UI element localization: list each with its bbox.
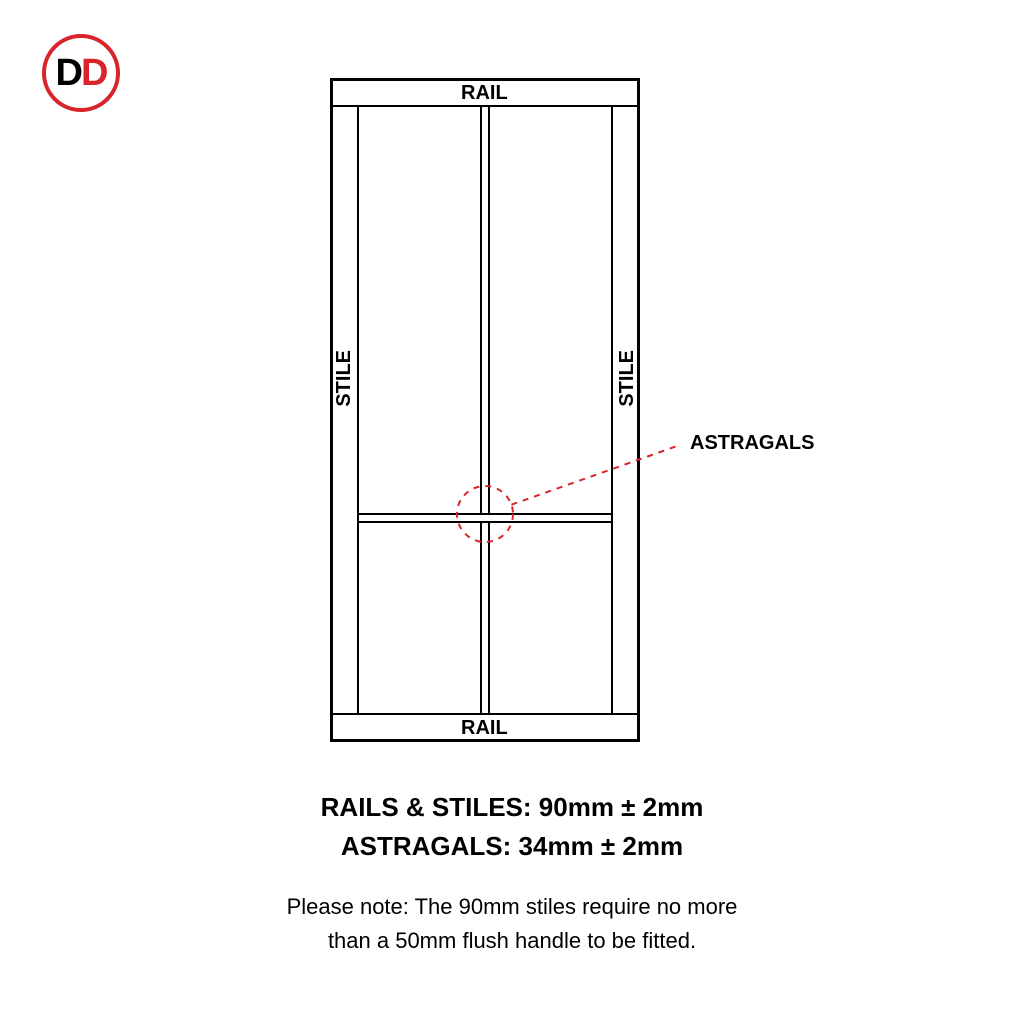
logo-letter-left: D bbox=[56, 54, 81, 92]
door-outline bbox=[330, 78, 640, 742]
label-stile-right: STILE bbox=[616, 350, 639, 407]
spec-astragals: ASTRAGALS: 34mm ± 2mm bbox=[0, 831, 1024, 862]
dimensions-block: RAILS & STILES: 90mm ± 2mm ASTRAGALS: 34… bbox=[0, 792, 1024, 862]
note-block: Please note: The 90mm stiles require no … bbox=[0, 894, 1024, 954]
label-rail-bottom: RAIL bbox=[461, 717, 508, 740]
astragal-horizontal bbox=[359, 513, 611, 523]
diagram-canvas: D D RAIL RAIL STILE STILE ASTRAGALS RAIL… bbox=[0, 0, 1024, 1024]
note-line-2: than a 50mm flush handle to be fitted. bbox=[0, 928, 1024, 954]
label-astragals: ASTRAGALS bbox=[690, 432, 814, 455]
brand-logo: D D bbox=[42, 34, 120, 112]
stile-left bbox=[333, 107, 359, 713]
note-line-1: Please note: The 90mm stiles require no … bbox=[0, 894, 1024, 920]
stile-right bbox=[611, 107, 637, 713]
label-stile-left: STILE bbox=[333, 350, 356, 407]
logo-letter-right: D bbox=[81, 54, 106, 92]
spec-rails-stiles: RAILS & STILES: 90mm ± 2mm bbox=[0, 792, 1024, 823]
label-rail-top: RAIL bbox=[461, 82, 508, 105]
astragal-vertical bbox=[480, 107, 490, 713]
